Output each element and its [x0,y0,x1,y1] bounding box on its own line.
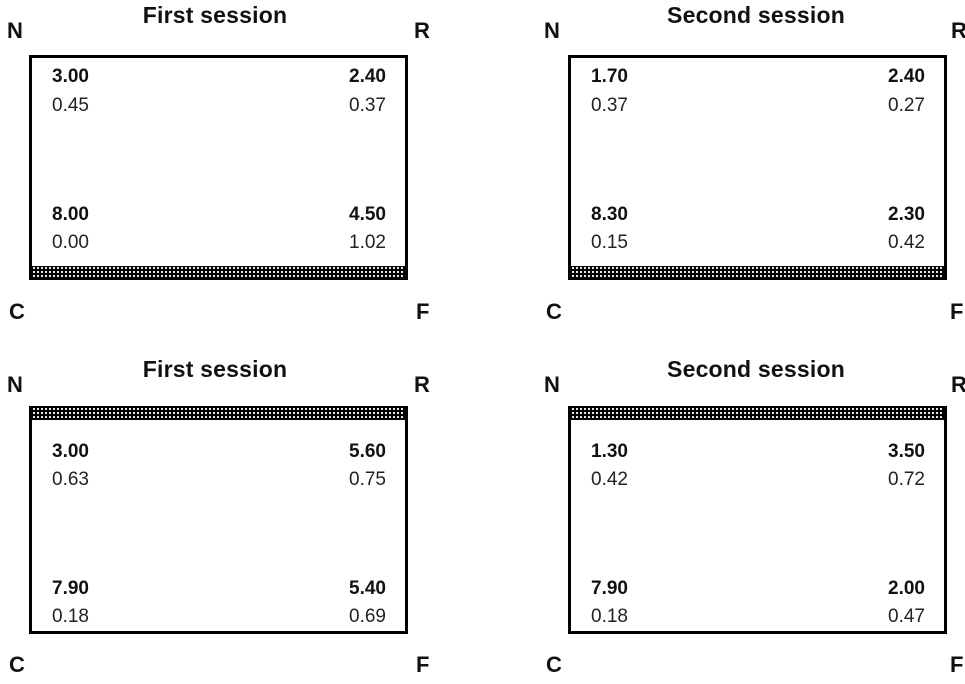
corner-label-c: C [546,652,562,677]
mean-n: 3.00 [52,66,89,87]
mean-c: 8.00 [52,204,89,225]
se-c: 0.15 [591,232,628,253]
barrier-bar [32,407,405,420]
se-f: 0.42 [888,232,925,253]
corner-label-f: F [950,299,964,324]
mean-c: 8.30 [591,204,628,225]
se-c: 0.18 [52,606,89,627]
arena-box: 1.70 0.37 2.40 0.27 8.30 0.15 2.30 0.42 [568,55,947,280]
barrier-bar [32,266,405,279]
corner-label-c: C [546,299,562,324]
corner-label-r: R [414,18,430,43]
mean-f: 2.00 [888,578,925,599]
panel-bottom-left: First session N R 3.00 0.63 5.60 0.75 7.… [0,354,430,684]
mean-c: 7.90 [591,578,628,599]
corner-label-n: N [544,372,560,397]
panel-top-right: Second session N R 1.70 0.37 2.40 0.27 8… [537,0,965,330]
se-f: 0.47 [888,606,925,627]
corner-label-n: N [7,372,23,397]
barrier-bar [571,407,944,420]
arena-box: 1.30 0.42 3.50 0.72 7.90 0.18 2.00 0.47 [568,406,947,634]
panel-top-left: First session N R 3.00 0.45 2.40 0.37 8.… [0,0,430,330]
arena-box: 3.00 0.45 2.40 0.37 8.00 0.00 4.50 1.02 [29,55,408,280]
corner-label-n: N [544,18,560,43]
corner-label-f: F [950,652,964,677]
se-r: 0.72 [888,469,925,490]
mean-r: 5.60 [349,441,386,462]
corner-label-f: F [416,299,430,324]
se-f: 1.02 [349,232,386,253]
se-r: 0.75 [349,469,386,490]
mean-r: 2.40 [888,66,925,87]
panel-bottom-right: Second session N R 1.30 0.42 3.50 0.72 7… [537,354,965,684]
se-r: 0.37 [349,95,386,116]
corner-label-n: N [7,18,23,43]
panel-title: First session [142,2,288,28]
corner-label-c: C [9,652,25,677]
corner-label-f: F [416,652,430,677]
corner-label-r: R [951,18,965,43]
mean-n: 1.70 [591,66,628,87]
mean-f: 4.50 [349,204,386,225]
corner-label-r: R [414,372,430,397]
se-n: 0.37 [591,95,628,116]
se-n: 0.63 [52,469,89,490]
panel-title: Second session [667,356,845,382]
panel-title: First session [142,356,288,382]
mean-n: 1.30 [591,441,628,462]
mean-f: 5.40 [349,578,386,599]
corner-label-c: C [9,299,25,324]
se-c: 0.18 [591,606,628,627]
mean-n: 3.00 [52,441,89,462]
mean-f: 2.30 [888,204,925,225]
mean-c: 7.90 [52,578,89,599]
panel-title: Second session [667,2,845,28]
arena-box: 3.00 0.63 5.60 0.75 7.90 0.18 5.40 0.69 [29,406,408,634]
corner-label-r: R [951,372,965,397]
se-f: 0.69 [349,606,386,627]
mean-r: 3.50 [888,441,925,462]
mean-r: 2.40 [349,66,386,87]
se-r: 0.27 [888,95,925,116]
se-n: 0.45 [52,95,89,116]
se-n: 0.42 [591,469,628,490]
se-c: 0.00 [52,232,89,253]
barrier-bar [571,266,944,279]
